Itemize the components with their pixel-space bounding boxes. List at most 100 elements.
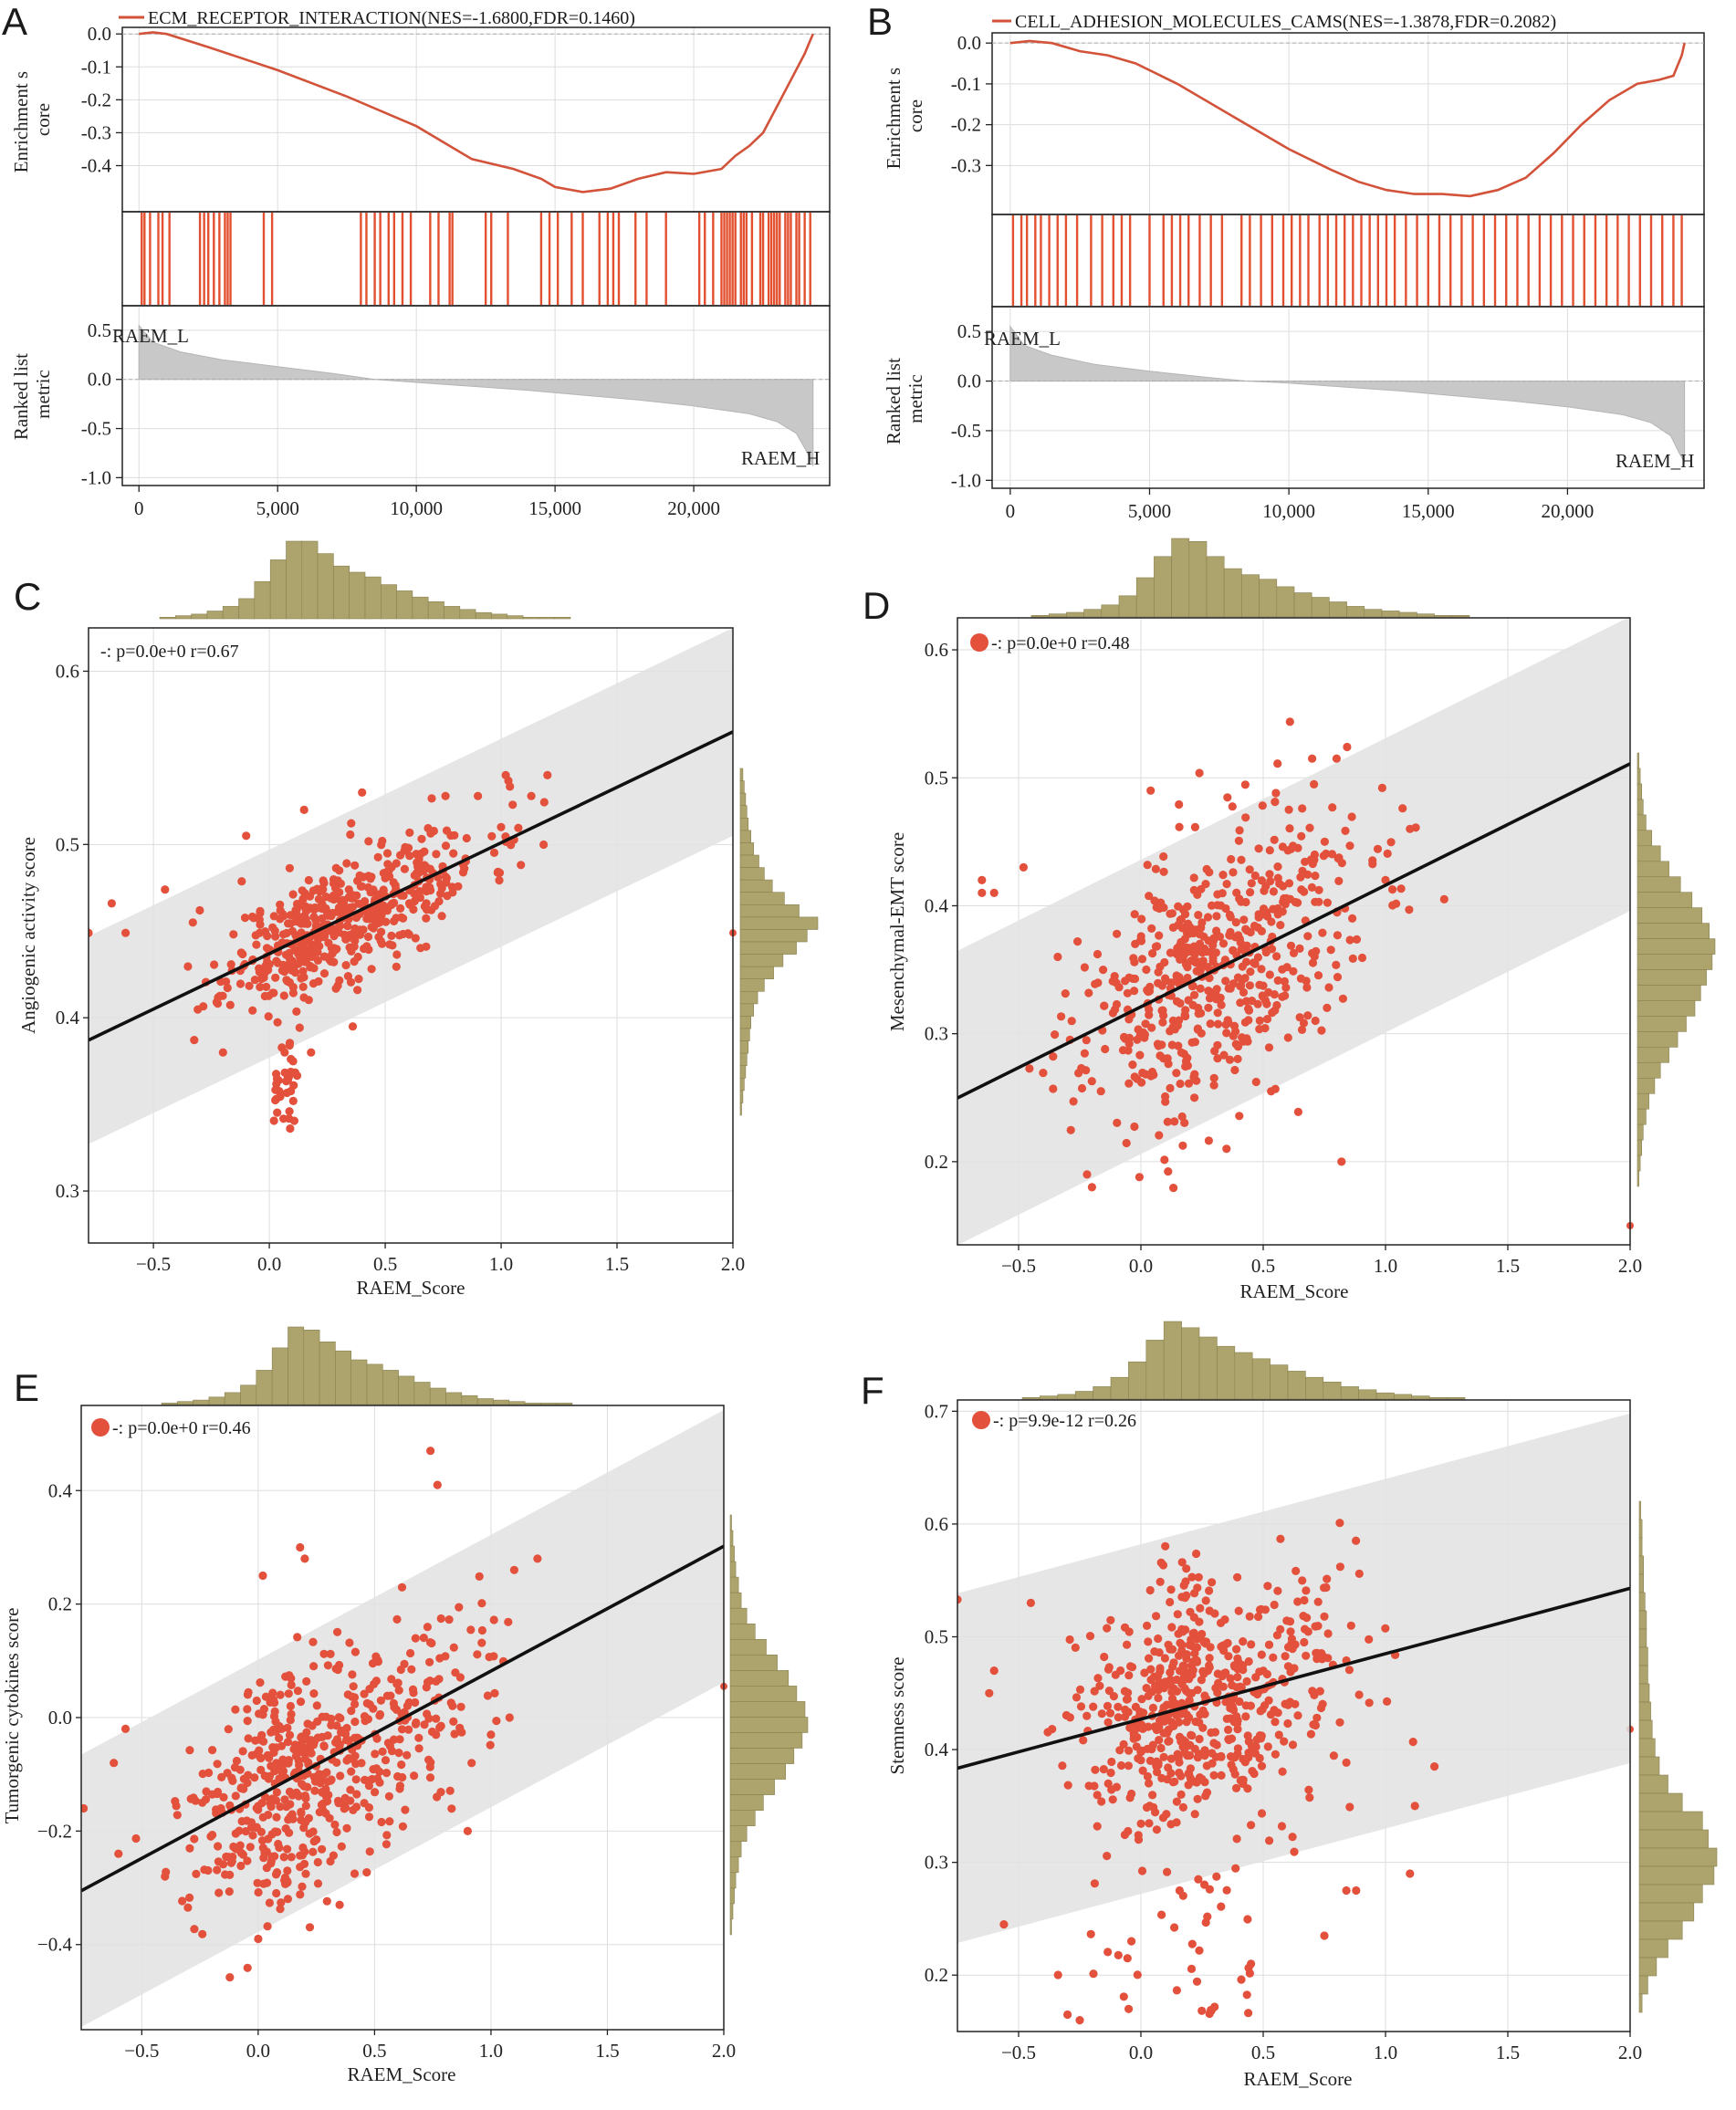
- data-point-c: [405, 851, 414, 861]
- data-point-d: [1236, 998, 1245, 1008]
- x-hist-bar-e: [493, 1399, 510, 1405]
- data-point-d: [1245, 865, 1254, 874]
- data-point-c: [419, 865, 428, 874]
- x-tick-label-a: 15,000: [528, 497, 581, 519]
- data-point-d: [1241, 813, 1250, 822]
- data-point-c: [223, 983, 232, 993]
- panel-label-e: E: [14, 1366, 39, 1409]
- data-point-f: [1148, 1703, 1157, 1712]
- hits-frame-b: [991, 214, 1705, 308]
- data-point-f: [1175, 1768, 1184, 1778]
- data-point-c: [497, 822, 506, 831]
- data-point-c: [341, 961, 350, 970]
- data-point-d: [1247, 879, 1256, 888]
- data-point-d: [1219, 1050, 1229, 1060]
- data-point-c: [364, 872, 373, 881]
- x-tick-label-e: 0.0: [246, 2040, 270, 2062]
- y-hist-bar-d: [1637, 1092, 1649, 1110]
- es-ylabel-line2-b: core: [905, 99, 926, 132]
- es-subplot-b: 0.0-0.1-0.2-0.3: [951, 32, 1705, 215]
- data-point-e: [281, 1824, 290, 1833]
- data-point-d: [1228, 802, 1237, 811]
- data-point-d: [1273, 873, 1282, 883]
- data-point-d: [1073, 937, 1082, 946]
- data-point-e: [448, 1701, 457, 1710]
- data-point-d: [1152, 903, 1161, 912]
- scatter-plot-d: −0.5 0.0 0.5 1.0 1.5 2.00.20.30.40.50.6: [925, 617, 1642, 1277]
- ranked-y-tick-label-a: -1.0: [81, 466, 111, 488]
- data-point-e: [330, 1820, 340, 1829]
- data-point-e: [382, 1691, 392, 1700]
- data-point-d: [1257, 965, 1266, 974]
- data-point-e: [361, 1717, 370, 1726]
- data-point-c: [308, 952, 317, 961]
- panel-label-a: A: [2, 0, 27, 43]
- data-point-e: [300, 1554, 309, 1563]
- data-point-c: [422, 914, 431, 923]
- data-point-d: [1303, 932, 1312, 941]
- data-point-c: [424, 823, 433, 833]
- data-point-f: [1224, 1735, 1233, 1745]
- data-point-d: [1183, 1053, 1192, 1062]
- data-point-c: [427, 794, 436, 803]
- data-point-d: [1225, 1055, 1235, 1064]
- data-point-f: [1149, 1802, 1158, 1812]
- data-point-d: [1343, 742, 1352, 752]
- data-point-e: [371, 1750, 380, 1759]
- data-point-f: [1053, 1970, 1062, 1979]
- data-point-f: [1227, 1760, 1236, 1770]
- data-point-d: [1159, 851, 1168, 862]
- data-point-c: [403, 843, 413, 852]
- x-hist-bar-e: [177, 1401, 193, 1405]
- data-point-f: [1157, 1910, 1166, 1919]
- data-point-f: [1290, 1847, 1299, 1856]
- data-point-f: [1167, 1623, 1177, 1632]
- data-point-f: [1410, 1802, 1419, 1811]
- data-point-c: [286, 964, 295, 973]
- data-point-d: [1163, 1117, 1172, 1126]
- data-point-e: [410, 1771, 419, 1781]
- x-tick-label-b: 0: [1006, 500, 1016, 522]
- data-point-f: [1154, 1634, 1163, 1644]
- data-point-c: [345, 904, 354, 913]
- data-point-e: [335, 1900, 344, 1909]
- y-hist-bar-d: [1637, 861, 1669, 878]
- data-point-f: [989, 1666, 999, 1676]
- data-point-f: [1233, 1673, 1242, 1682]
- data-point-d: [1218, 871, 1228, 880]
- data-point-e: [161, 1872, 170, 1881]
- data-point-f: [1152, 1760, 1161, 1769]
- x-hist-bar-d: [1417, 613, 1435, 618]
- ranked-ylabel-a: Ranked list metric: [10, 349, 54, 440]
- data-point-d: [1175, 941, 1185, 950]
- running-es-curve-b: [1009, 39, 1686, 198]
- data-point-d: [1206, 1019, 1215, 1029]
- data-point-d: [1348, 914, 1357, 924]
- data-point-d: [1172, 972, 1182, 982]
- data-point-f: [1075, 2016, 1084, 2025]
- data-point-f: [1158, 1561, 1168, 1570]
- x-hist-bar-f: [1074, 1391, 1093, 1400]
- data-point-f: [1132, 1742, 1141, 1751]
- x-hist-bar-f: [1428, 1397, 1448, 1400]
- data-point-d: [1202, 864, 1211, 874]
- y-hist-bar-f: [1638, 1938, 1668, 1959]
- data-point-c: [347, 893, 356, 903]
- data-point-f: [1177, 1593, 1187, 1602]
- y-tick-label-f: 0.5: [925, 1626, 948, 1648]
- data-point-e: [342, 1823, 351, 1833]
- data-point-f: [1156, 1666, 1165, 1676]
- y-hist-bar-d: [1637, 1062, 1661, 1079]
- x-hist-bar-d: [1171, 538, 1190, 618]
- data-point-f: [1152, 1825, 1161, 1834]
- data-point-c: [250, 976, 259, 985]
- data-point-f: [1174, 1753, 1183, 1762]
- data-point-e: [246, 1843, 255, 1852]
- es-ylabel-b: Enrichment s core: [883, 63, 926, 170]
- data-point-d: [1190, 822, 1199, 832]
- data-point-e: [407, 1665, 416, 1674]
- data-point-f: [1254, 1612, 1263, 1622]
- data-point-e: [81, 1803, 89, 1813]
- data-point-f: [1222, 1885, 1231, 1895]
- x-hist-bar-e: [350, 1359, 368, 1405]
